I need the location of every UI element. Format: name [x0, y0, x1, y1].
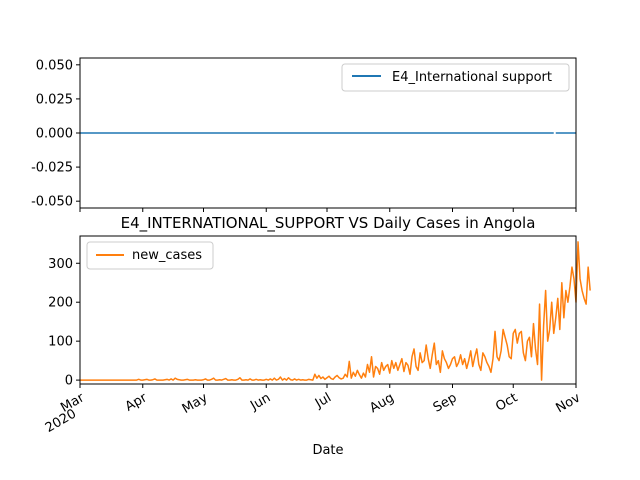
bottom-y-ticks: 0 100 200 300	[48, 257, 80, 389]
chart-title: E4_INTERNATIONAL_SUPPORT VS Daily Cases …	[121, 214, 536, 233]
top-y-tick-label: 0.025	[36, 92, 73, 107]
bottom-y-tick-label: 100	[48, 335, 73, 350]
bottom-series-lines	[80, 241, 591, 381]
top-legend: E4_International support	[341, 63, 570, 92]
top-y-tick-label: 0.000	[36, 127, 73, 142]
bottom-legend-label: new_cases	[132, 248, 202, 263]
top-panel: 0.050 0.025 0.000 -0.025 -0.050 E4_Internati…	[31, 57, 577, 212]
bottom-plot-frame	[79, 235, 577, 385]
bottom-y-tick-label: 300	[48, 257, 73, 272]
top-y-tick-label: 0.050	[36, 58, 73, 73]
top-legend-box	[341, 63, 570, 92]
bottom-legend: new_cases	[86, 241, 214, 270]
top-legend-label: E4_International support	[392, 70, 552, 85]
top-y-tick-label: -0.025	[31, 161, 73, 176]
x-axis-label: Date	[312, 443, 343, 458]
top-x-ticks	[79, 208, 577, 212]
bottom-legend-box	[86, 241, 214, 270]
bottom-y-tick-label: 0	[65, 374, 73, 389]
bottom-x-tick-label: Jul	[312, 390, 334, 411]
bottom-y-tick-label: 200	[48, 296, 73, 311]
top-y-tick-label: -0.050	[31, 195, 73, 210]
top-y-ticks: 0.050 0.025 0.000 -0.025 -0.050	[31, 58, 80, 210]
bottom-series-line	[80, 241, 591, 381]
top-plot-frame	[79, 57, 577, 209]
